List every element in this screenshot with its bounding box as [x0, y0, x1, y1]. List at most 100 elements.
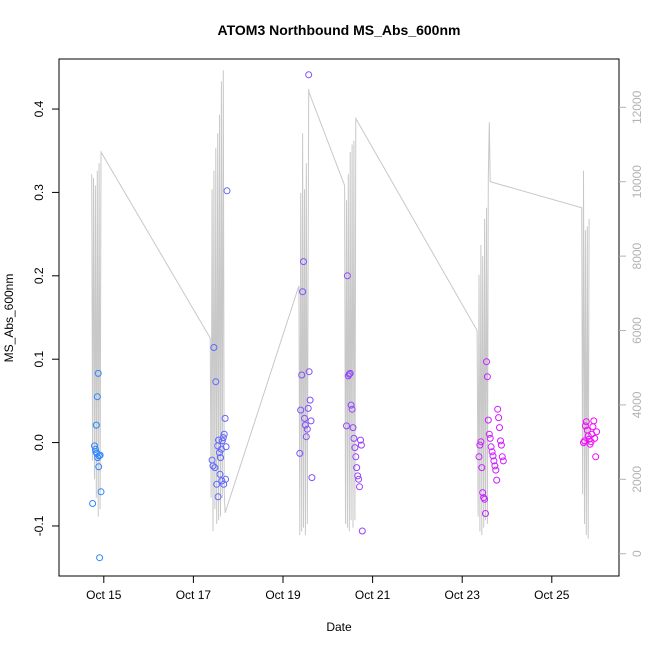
y-tick-label: 0.4 [32, 100, 46, 117]
data-point [302, 433, 310, 441]
data-point [581, 422, 589, 430]
data-point [218, 437, 226, 445]
data-point [214, 493, 222, 501]
data-point [299, 288, 307, 296]
data-point [495, 414, 503, 422]
x-tick-label: Oct 17 [176, 588, 212, 602]
data-point [488, 448, 496, 456]
right-axis-line-series [91, 70, 590, 539]
data-point [486, 434, 494, 442]
data-point [590, 417, 598, 425]
data-point [343, 422, 350, 430]
data-point [493, 476, 501, 484]
data-point [95, 452, 103, 460]
data-point [352, 453, 360, 461]
data-point [96, 554, 104, 562]
data-point [499, 457, 507, 465]
data-point [354, 472, 362, 480]
data-point [351, 444, 359, 452]
data-point [485, 430, 493, 438]
data-point [94, 369, 102, 377]
y-axis-label: MS_Abs_600nm [2, 274, 16, 363]
data-point [97, 488, 105, 496]
data-point [306, 396, 314, 404]
data-point [92, 421, 100, 429]
data-point [303, 425, 311, 433]
y2-tick-label: 8000 [630, 242, 644, 269]
data-point [494, 405, 502, 413]
data-point [479, 489, 487, 497]
data-point [298, 371, 306, 379]
data-point [356, 483, 363, 491]
data-point [93, 393, 101, 401]
data-point [209, 462, 217, 470]
data-point [482, 510, 489, 517]
data-point [223, 187, 231, 195]
chart-title: ATOM3 Northbound MS_Abs_600nm [218, 22, 461, 38]
data-point [222, 443, 230, 451]
data-point [581, 437, 588, 445]
data-point [498, 453, 506, 461]
plot-frame [58, 58, 620, 577]
data-point [221, 414, 229, 422]
data-point [484, 416, 492, 424]
right-axis-series-line [91, 70, 590, 539]
x-tick-label: Oct 21 [355, 588, 391, 602]
data-point [345, 370, 353, 378]
data-point [483, 358, 490, 366]
data-point [219, 434, 227, 442]
data-point [592, 453, 600, 461]
data-point [211, 464, 219, 472]
y2-tick-label: 4000 [630, 391, 644, 418]
data-point [343, 272, 351, 280]
data-point [591, 434, 599, 442]
data-point [490, 457, 498, 465]
data-point [357, 441, 365, 449]
data-point [297, 406, 305, 414]
data-point [218, 477, 226, 485]
data-point [214, 442, 222, 450]
data-point [355, 475, 363, 483]
data-point [357, 436, 364, 444]
data-point [305, 368, 313, 376]
y2-tick-label: 10000 [630, 165, 644, 199]
data-point [358, 527, 366, 535]
y-tick-label: -0.1 [32, 515, 46, 536]
y-tick-label: 0.2 [32, 267, 46, 284]
data-point [582, 418, 590, 426]
data-point [222, 475, 230, 483]
data-point [213, 480, 221, 488]
data-point [305, 71, 313, 79]
data-point [217, 454, 224, 462]
data-point [301, 414, 308, 422]
y2-tick-label: 12000 [630, 90, 644, 124]
data-point [95, 463, 103, 471]
data-point [89, 500, 97, 507]
data-point [346, 369, 354, 377]
data-point [483, 373, 491, 381]
axes: Oct 15 Oct 17 Oct 19 Oct 21 Oct 23 Oct 25 -0.1… [32, 90, 644, 602]
data-point [300, 258, 307, 266]
data-point [304, 404, 312, 412]
data-point [216, 470, 224, 478]
data-point [347, 401, 355, 409]
scatter-series [89, 71, 601, 562]
y-tick-label: 0.3 [32, 184, 46, 201]
data-point [584, 432, 592, 440]
data-point [350, 434, 358, 442]
data-point [497, 437, 504, 445]
y2-tick-label: 2000 [630, 466, 644, 493]
data-point [296, 449, 304, 457]
x-tick-label: Oct 15 [86, 588, 122, 602]
x-tick-label: Oct 25 [534, 588, 570, 602]
data-point [349, 424, 357, 432]
data-point [492, 466, 500, 474]
data-point [301, 421, 309, 429]
data-point [477, 438, 485, 446]
data-point [353, 464, 361, 472]
data-point [307, 417, 315, 425]
data-point [496, 424, 503, 432]
y2-tick-label: 6000 [630, 317, 644, 344]
data-point [489, 452, 497, 460]
